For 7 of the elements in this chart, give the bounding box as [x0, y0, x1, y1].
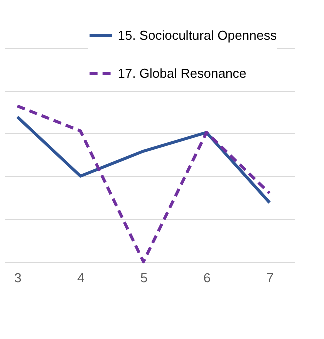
x-tick-label: 3	[14, 270, 22, 286]
legend-label: 15. Sociocultural Openness	[118, 28, 278, 43]
x-tick-label: 6	[204, 270, 211, 286]
x-tick-label: 4	[78, 270, 85, 286]
x-tick-label: 7	[266, 270, 274, 286]
x-tick-label: 5	[140, 270, 148, 286]
legend-label: 17. Global Resonance	[118, 66, 247, 81]
